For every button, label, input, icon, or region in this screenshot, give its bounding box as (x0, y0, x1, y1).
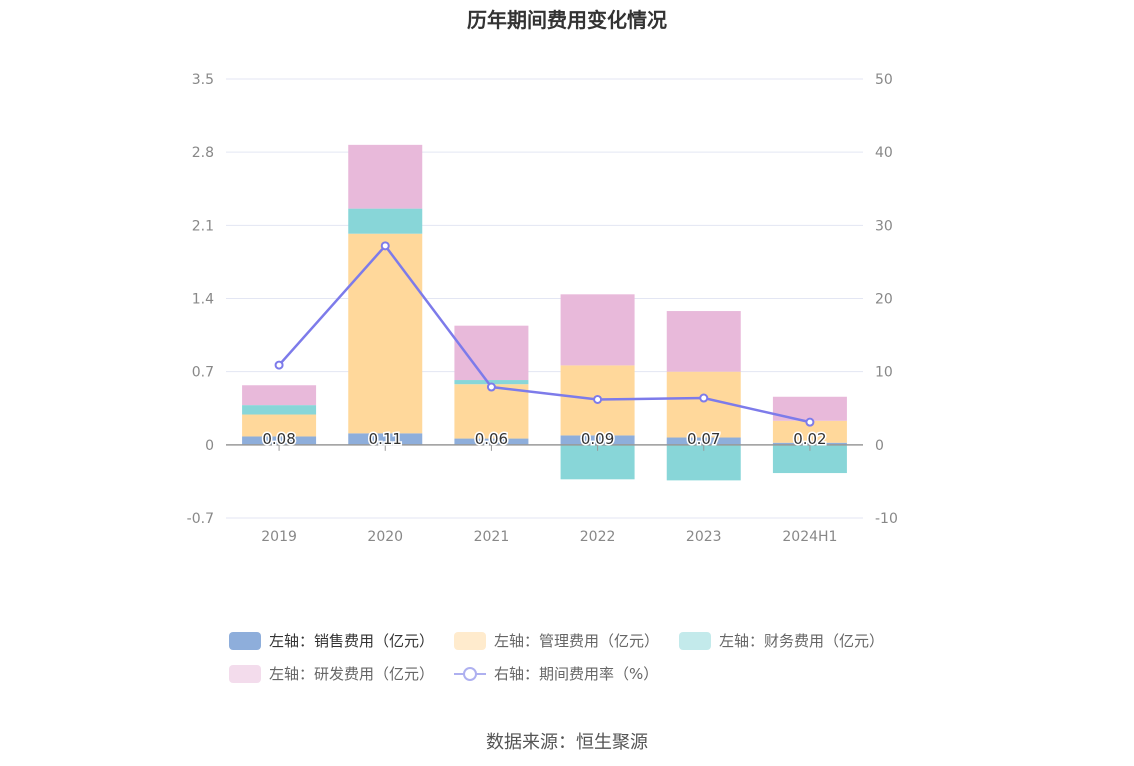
rate-point (593, 394, 603, 404)
data-label: 0.07 (687, 430, 720, 448)
bar-2020 (348, 233, 423, 434)
bar-2024H1 (772, 420, 847, 443)
bar-layer (242, 144, 847, 481)
x-axis-tick-label: 2019 (261, 529, 297, 545)
data-label: 0.09 (581, 430, 614, 448)
legend: 左轴：销售费用（亿元） 左轴：管理费用（亿元） 左轴：财务费用（亿元） 左轴：研发费用… (229, 630, 929, 696)
rate-line (278, 243, 811, 424)
legend-item[interactable]: 左轴：研发费用（亿元） (229, 663, 434, 684)
left-axis-tick-label: 3.5 (192, 72, 214, 88)
chart-area: 3.5 50 2.8 40 2.1 30 1.4 20 0.7 10 0 0 -0.7 -10 2019 20… (187, 72, 898, 545)
bar-2021 (454, 384, 529, 439)
data-label: 0.02 (793, 430, 826, 448)
left-axis-tick-label: 0 (205, 438, 214, 454)
right-axis-tick-label: 40 (875, 145, 893, 161)
right-axis-tick-label: 20 (875, 292, 893, 308)
left-axis-tick-label: 0.7 (192, 365, 214, 381)
chart-title: 历年期间费用变化情况 (467, 8, 667, 32)
x-axis-tick-label: 2022 (580, 529, 616, 545)
legend-label: 左轴：财务费用（亿元） (719, 632, 885, 650)
x-axis-tick-label: 2021 (474, 529, 510, 545)
legend-item[interactable]: 左轴：销售费用（亿元） (229, 630, 434, 651)
legend-line-swatch (454, 665, 487, 683)
data-label: 0.06 (475, 430, 508, 448)
rate-point (274, 360, 284, 370)
rate-point (699, 393, 709, 403)
x-axis-tick-label: 2023 (686, 529, 722, 545)
grid-lines (226, 78, 863, 519)
data-label-layer: 0.08 0.11 0.06 0.09 0.07 0.02 (261, 428, 828, 449)
axis-layer: 3.5 50 2.8 40 2.1 30 1.4 20 0.7 10 0 0 -0.7 -10 2019 20… (187, 72, 898, 545)
right-axis-tick-label: 0 (875, 438, 884, 454)
rate-point (805, 417, 815, 427)
bar-2019 (242, 414, 317, 437)
bar-2019 (242, 385, 317, 406)
bar-2019 (242, 436, 317, 445)
data-label: 0.08 (262, 430, 295, 448)
legend-item[interactable]: 左轴：财务费用（亿元） (679, 630, 884, 651)
bar-2020 (348, 144, 423, 209)
right-axis-tick-label: 50 (875, 72, 893, 88)
rate-point (486, 382, 496, 392)
legend-swatch (454, 631, 487, 650)
bar-2021 (454, 438, 529, 445)
right-axis-tick-label: 30 (875, 218, 893, 234)
line-layer (274, 241, 815, 427)
legend-swatch (229, 631, 261, 650)
bar-2021 (454, 380, 529, 385)
legend-item[interactable]: 右轴：期间费用率（%） (454, 663, 658, 684)
bar-2023 (666, 311, 741, 372)
bar-2022 (560, 435, 635, 445)
bar-2020 (348, 433, 423, 445)
right-axis-tick-label: -10 (875, 511, 898, 527)
bar-2022 (560, 294, 635, 366)
legend-swatch (679, 631, 712, 650)
source-note: 数据来源：恒生聚源 (486, 732, 648, 753)
bar-2023 (666, 437, 741, 445)
left-axis-tick-label: 2.8 (192, 145, 214, 161)
x-axis-tick-label: 2020 (367, 529, 403, 545)
legend-label: 左轴：研发费用（亿元） (269, 665, 435, 683)
legend-item[interactable]: 左轴：管理费用（亿元） (454, 630, 659, 651)
right-axis-tick-label: 10 (875, 365, 893, 381)
left-axis-tick-label: 1.4 (192, 292, 214, 308)
rate-point (380, 241, 390, 251)
x-axis-tick-label: 2024H1 (782, 529, 837, 545)
bar-2024H1 (772, 442, 847, 445)
bar-2020 (348, 208, 423, 234)
left-axis-tick-label: -0.7 (187, 511, 214, 527)
data-label: 0.11 (369, 430, 402, 448)
legend-label: 右轴：期间费用率（%） (494, 665, 659, 683)
legend-swatch (229, 664, 261, 683)
bar-2019 (242, 405, 317, 415)
left-axis-tick-label: 2.1 (192, 218, 214, 234)
legend-label: 左轴：销售费用（亿元） (269, 632, 435, 650)
legend-label: 左轴：管理费用（亿元） (494, 632, 660, 650)
